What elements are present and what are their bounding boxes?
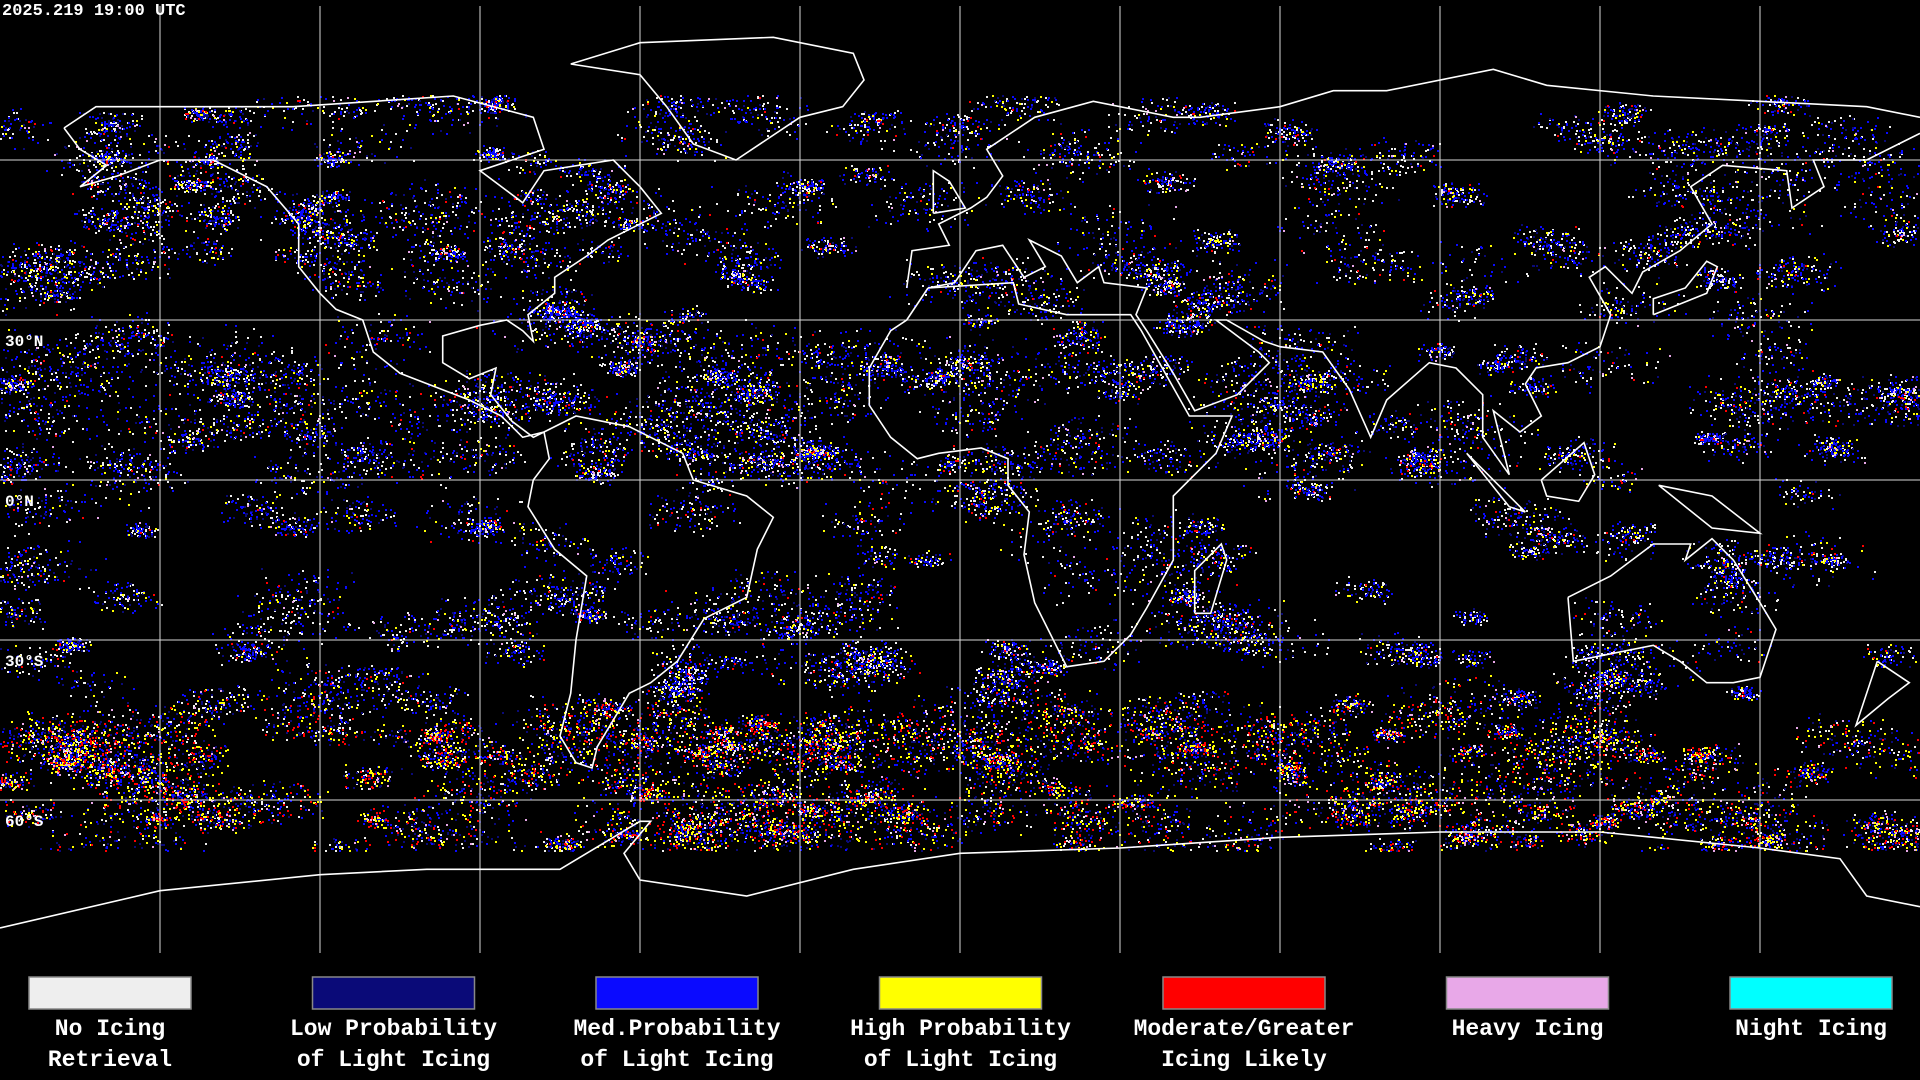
legend-swatch [1729, 976, 1893, 1010]
legend-label: Retrieval [48, 1047, 172, 1073]
coastline [527, 415, 775, 770]
legend-swatch [311, 976, 476, 1010]
legend-label: Heavy Icing [1452, 1016, 1604, 1042]
legend-label: Med.Probability [573, 1016, 780, 1042]
coastline [868, 281, 1234, 668]
legend-swatch [1445, 976, 1610, 1010]
latitude-labels: 30°N 0°N 30°S 60°S [5, 333, 44, 831]
legend-label: Night Icing [1735, 1016, 1887, 1042]
legend-swatch [878, 976, 1043, 1010]
latitude-label: 60°S [5, 813, 44, 831]
legend-label: High Probability [850, 1016, 1071, 1042]
legend: No Icing Retrieval Low Probability of Light… [28, 976, 1893, 1073]
latitude-label: 30°S [5, 653, 44, 671]
legend-label: of Light Icing [580, 1047, 773, 1073]
coastline [1652, 260, 1719, 316]
coastline [927, 132, 1920, 476]
legend-label: No Icing [55, 1016, 165, 1042]
coastline [1854, 660, 1911, 728]
icing-pixels [0, 95, 1920, 852]
coastline [570, 36, 865, 161]
timestamp: 2025.219 19:00 UTC [2, 2, 186, 21]
legend-label: of Light Icing [864, 1047, 1057, 1073]
legend-swatch [1162, 976, 1326, 1010]
latitude-label: 30°N [5, 333, 43, 351]
latitude-label: 0°N [5, 493, 34, 511]
legend-label: Low Probability [290, 1016, 497, 1042]
coastline [1193, 542, 1228, 615]
legend-label: Moderate/Greater [1134, 1016, 1355, 1042]
coastline [905, 68, 1920, 289]
legend-label: of Light Icing [297, 1047, 490, 1073]
legend-swatch [595, 976, 759, 1010]
coastline [1567, 537, 1777, 684]
coastline [932, 169, 967, 215]
graticule [0, 6, 1920, 953]
coastline [63, 95, 663, 439]
legend-swatch [28, 976, 192, 1010]
legend-label: Icing Likely [1161, 1047, 1327, 1073]
coastline [1540, 441, 1596, 503]
